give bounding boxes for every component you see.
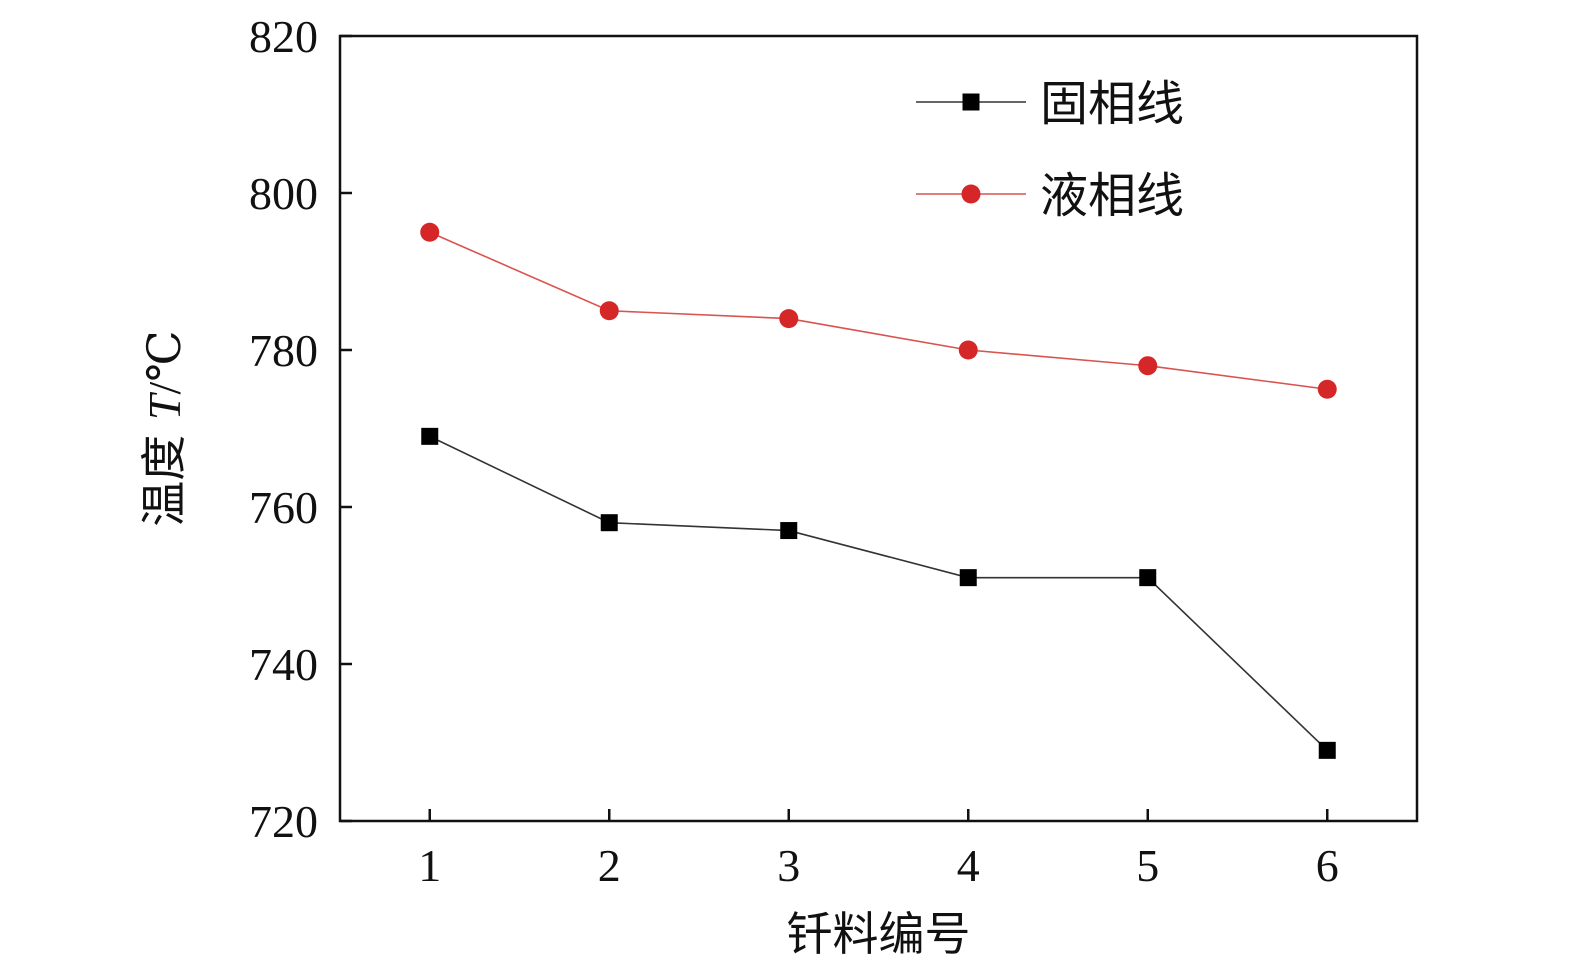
legend-label: 固相线: [1040, 76, 1184, 132]
series-layer: [420, 222, 1337, 759]
data-point: [421, 427, 439, 445]
data-point: [599, 301, 619, 321]
y-tick-label: 820: [249, 11, 318, 62]
data-point: [959, 569, 977, 587]
y-axis-label-symbol: T: [139, 391, 190, 420]
x-tick-label: 1: [418, 840, 441, 891]
data-point: [958, 340, 978, 360]
data-point: [779, 309, 799, 329]
x-tick-label: 4: [957, 840, 980, 891]
series-line: [429, 435, 1328, 751]
y-axis-label: 温度 T/℃: [137, 330, 191, 526]
x-tick-label: 5: [1136, 840, 1159, 891]
data-point: [600, 514, 618, 532]
data-point: [780, 522, 798, 540]
data-point: [1138, 356, 1158, 376]
x-tick-label: 2: [598, 840, 621, 891]
y-axis-label-prefix: 温度: [137, 420, 191, 527]
series-line: [429, 231, 1328, 391]
y-tick-label: 760: [249, 482, 318, 533]
y-tick-label: 800: [249, 168, 318, 219]
y-tick-label: 720: [249, 796, 318, 847]
legend-label: 液相线: [1040, 168, 1184, 224]
legend-item-1: 固相线: [916, 76, 1184, 132]
series-1: [421, 427, 1336, 759]
x-axis-label: 钎料编号: [787, 907, 971, 961]
data-point: [420, 222, 440, 242]
axes: 720 740 760 780 800 820 1 2 3 4 5 6: [249, 11, 1419, 891]
data-point: [1139, 569, 1157, 587]
series-2: [420, 222, 1337, 399]
y-tick-label: 740: [249, 639, 318, 690]
x-tick-label: 6: [1316, 840, 1339, 891]
x-tick-label: 3: [777, 840, 800, 891]
legend-marker: [962, 93, 980, 111]
legend-marker: [961, 184, 981, 204]
plot-frame: [338, 34, 1419, 823]
data-point: [1318, 741, 1336, 759]
y-axis-label-unit: /℃: [139, 330, 190, 394]
y-tick-label: 780: [249, 325, 318, 376]
data-point: [1317, 379, 1337, 399]
legend-item-2: 液相线: [916, 168, 1184, 224]
